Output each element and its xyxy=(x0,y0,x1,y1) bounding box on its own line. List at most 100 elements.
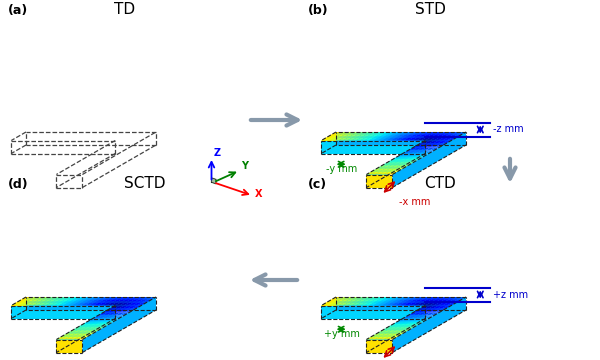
Polygon shape xyxy=(383,328,391,330)
Polygon shape xyxy=(365,301,372,303)
Polygon shape xyxy=(407,297,414,298)
Polygon shape xyxy=(404,301,411,303)
Polygon shape xyxy=(429,132,436,134)
Polygon shape xyxy=(86,301,92,303)
Polygon shape xyxy=(434,139,441,140)
Polygon shape xyxy=(459,297,466,298)
Polygon shape xyxy=(64,301,71,303)
Polygon shape xyxy=(82,297,156,352)
Polygon shape xyxy=(403,327,410,328)
Polygon shape xyxy=(448,301,454,303)
Polygon shape xyxy=(65,335,73,337)
Polygon shape xyxy=(412,132,418,134)
Polygon shape xyxy=(400,321,407,323)
Polygon shape xyxy=(419,138,426,139)
Polygon shape xyxy=(428,300,435,301)
Polygon shape xyxy=(388,331,394,332)
Polygon shape xyxy=(427,306,434,307)
Polygon shape xyxy=(75,300,82,301)
Polygon shape xyxy=(52,298,58,300)
Polygon shape xyxy=(435,143,442,145)
Polygon shape xyxy=(407,300,413,301)
Polygon shape xyxy=(326,139,332,140)
Polygon shape xyxy=(107,304,113,306)
Polygon shape xyxy=(75,332,82,334)
Polygon shape xyxy=(346,138,352,139)
Polygon shape xyxy=(426,311,433,312)
Polygon shape xyxy=(389,332,396,334)
Polygon shape xyxy=(348,136,355,138)
Polygon shape xyxy=(107,321,114,323)
Polygon shape xyxy=(429,297,436,298)
Polygon shape xyxy=(365,304,371,306)
Polygon shape xyxy=(441,138,448,139)
Polygon shape xyxy=(382,334,389,335)
Polygon shape xyxy=(387,169,394,170)
Polygon shape xyxy=(134,298,140,300)
Polygon shape xyxy=(110,307,117,308)
Polygon shape xyxy=(398,323,404,324)
Polygon shape xyxy=(405,318,412,320)
Polygon shape xyxy=(367,175,392,188)
Polygon shape xyxy=(413,298,420,300)
Polygon shape xyxy=(457,134,464,135)
Polygon shape xyxy=(445,306,451,307)
Text: (a): (a) xyxy=(8,4,28,17)
Polygon shape xyxy=(387,334,394,335)
Polygon shape xyxy=(103,301,110,303)
Polygon shape xyxy=(407,327,415,328)
Polygon shape xyxy=(98,301,106,303)
Polygon shape xyxy=(96,325,103,327)
Polygon shape xyxy=(422,146,428,148)
Polygon shape xyxy=(386,162,393,163)
Polygon shape xyxy=(82,298,89,300)
Polygon shape xyxy=(376,167,383,169)
Polygon shape xyxy=(139,303,146,304)
Polygon shape xyxy=(130,306,137,307)
Polygon shape xyxy=(425,152,431,153)
Polygon shape xyxy=(411,135,418,136)
Polygon shape xyxy=(103,298,110,300)
Polygon shape xyxy=(388,134,394,135)
Polygon shape xyxy=(108,298,115,300)
Polygon shape xyxy=(321,140,425,153)
Polygon shape xyxy=(434,304,441,306)
Polygon shape xyxy=(99,298,106,300)
Polygon shape xyxy=(386,297,392,298)
Polygon shape xyxy=(438,142,445,143)
Polygon shape xyxy=(406,325,413,327)
Polygon shape xyxy=(440,143,446,145)
Polygon shape xyxy=(73,298,80,300)
Polygon shape xyxy=(427,140,434,142)
Polygon shape xyxy=(370,301,376,303)
Polygon shape xyxy=(430,304,436,306)
Polygon shape xyxy=(397,325,404,327)
Polygon shape xyxy=(391,337,397,338)
Polygon shape xyxy=(388,328,395,330)
Polygon shape xyxy=(432,303,439,304)
Polygon shape xyxy=(140,297,148,298)
Polygon shape xyxy=(121,311,127,312)
Polygon shape xyxy=(419,135,427,136)
Polygon shape xyxy=(422,308,429,310)
Polygon shape xyxy=(397,303,404,304)
Polygon shape xyxy=(420,320,427,321)
Polygon shape xyxy=(394,158,400,159)
Polygon shape xyxy=(374,334,380,335)
Polygon shape xyxy=(88,332,95,334)
Polygon shape xyxy=(443,301,450,303)
Polygon shape xyxy=(427,298,433,300)
Polygon shape xyxy=(92,320,100,321)
Polygon shape xyxy=(67,297,74,298)
Polygon shape xyxy=(115,314,122,315)
Polygon shape xyxy=(413,301,419,303)
Polygon shape xyxy=(403,330,410,331)
Polygon shape xyxy=(391,324,398,325)
Polygon shape xyxy=(100,303,107,304)
Polygon shape xyxy=(83,332,91,334)
Polygon shape xyxy=(394,323,400,324)
Polygon shape xyxy=(118,312,125,314)
Polygon shape xyxy=(98,324,105,325)
Polygon shape xyxy=(371,170,378,172)
Polygon shape xyxy=(385,300,392,301)
